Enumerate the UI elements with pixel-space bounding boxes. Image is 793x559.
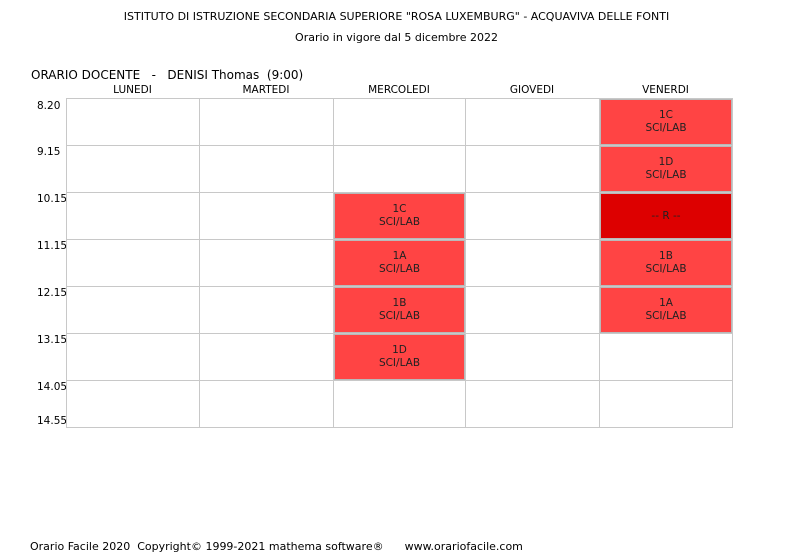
timetable-cell[interactable]	[465, 333, 600, 381]
timetable-cell[interactable]	[199, 145, 334, 193]
lesson-block[interactable]: 1A SCI/LAB	[600, 287, 732, 333]
timetable-cell[interactable]	[199, 286, 334, 334]
lesson-subject: SCI/LAB	[645, 122, 687, 134]
lesson-class: 1B	[392, 297, 407, 309]
timetable-cell[interactable]	[465, 192, 600, 240]
time-label: 12.15	[37, 287, 68, 299]
lesson-subject: SCI/LAB	[378, 216, 421, 228]
lesson-class: 1D	[658, 156, 674, 168]
day-header-martedi: MARTEDI	[242, 84, 290, 96]
lesson-subject: SCI/LAB	[378, 310, 421, 322]
lesson-block[interactable]: 1A SCI/LAB	[334, 240, 465, 286]
timetable-cell[interactable]	[465, 380, 600, 428]
timetable-cell[interactable]	[66, 98, 200, 146]
lesson-class: 1A	[392, 250, 407, 262]
time-label: 14.55	[37, 415, 68, 427]
timetable-cell[interactable]	[66, 145, 200, 193]
time-label: 9.15	[37, 146, 61, 158]
lesson-class: 1B	[659, 250, 673, 262]
time-label: 10.15	[37, 193, 68, 205]
lesson-class: 1C	[658, 109, 673, 121]
timetable-cell[interactable]	[465, 286, 600, 334]
lesson-class: 1C	[392, 203, 407, 215]
timetable-cell[interactable]	[199, 98, 334, 146]
timetable-cell[interactable]	[333, 98, 466, 146]
lesson-block[interactable]: 1C SCI/LAB	[600, 99, 732, 145]
lesson-class: -- R --	[651, 209, 681, 222]
day-header-giovedi: GIOVEDI	[509, 84, 555, 96]
time-label: 13.15	[37, 334, 68, 346]
lesson-block[interactable]: 1D SCI/LAB	[600, 146, 732, 192]
footer-copyright: Orario Facile 2020 Copyright© 1999-2021 …	[30, 540, 523, 553]
timetable-cell[interactable]	[465, 145, 600, 193]
timetable-cell[interactable]	[199, 239, 334, 287]
time-label: 11.15	[37, 240, 68, 252]
day-header-lunedi: LUNEDI	[113, 84, 152, 96]
timetable-cell[interactable]	[333, 380, 466, 428]
lesson-class: 1A	[659, 297, 673, 309]
timetable-cell[interactable]	[66, 333, 200, 381]
timetable-cell[interactable]	[333, 145, 466, 193]
lesson-subject: SCI/LAB	[645, 263, 687, 275]
timetable-cell[interactable]	[599, 380, 733, 428]
timetable-cell[interactable]	[465, 239, 600, 287]
timetable-cell[interactable]	[199, 192, 334, 240]
timetable-cell[interactable]	[199, 380, 334, 428]
timetable-grid: 1C SCI/LAB 1A SCI/LAB 1B SCI/LAB 1D SCI/LAB 1C SC…	[66, 98, 733, 428]
timetable-cell[interactable]	[66, 239, 200, 287]
lesson-block[interactable]: 1D SCI/LAB	[334, 334, 465, 380]
lesson-subject: SCI/LAB	[645, 310, 687, 322]
lesson-block[interactable]: 1C SCI/LAB	[334, 193, 465, 239]
school-title: ISTITUTO DI ISTRUZIONE SECONDARIA SUPERI…	[123, 10, 670, 23]
teacher-label: ORARIO DOCENTE - DENISI Thomas (9:00)	[31, 68, 304, 82]
lesson-subject: SCI/LAB	[378, 357, 421, 369]
validity-subtitle: Orario in vigore dal 5 dicembre 2022	[295, 31, 498, 44]
lesson-subject: SCI/LAB	[378, 263, 421, 275]
time-label: 8.20	[37, 100, 61, 112]
lesson-subject: SCI/LAB	[645, 169, 687, 181]
lesson-block[interactable]: 1B SCI/LAB	[334, 287, 465, 333]
lesson-block[interactable]: 1B SCI/LAB	[600, 240, 732, 286]
day-header-mercoledi: MERCOLEDI	[368, 84, 430, 96]
timetable-cell[interactable]	[199, 333, 334, 381]
timetable-cell[interactable]	[599, 333, 733, 381]
timetable-cell[interactable]	[66, 192, 200, 240]
timetable-cell[interactable]	[66, 286, 200, 334]
timetable-cell[interactable]	[66, 380, 200, 428]
lesson-class: 1D	[392, 344, 407, 356]
time-label: 14.05	[37, 381, 68, 393]
day-header-venerdi: VENERDI	[642, 84, 689, 96]
lesson-block[interactable]: -- R --	[600, 193, 732, 239]
timetable-cell[interactable]	[465, 98, 600, 146]
